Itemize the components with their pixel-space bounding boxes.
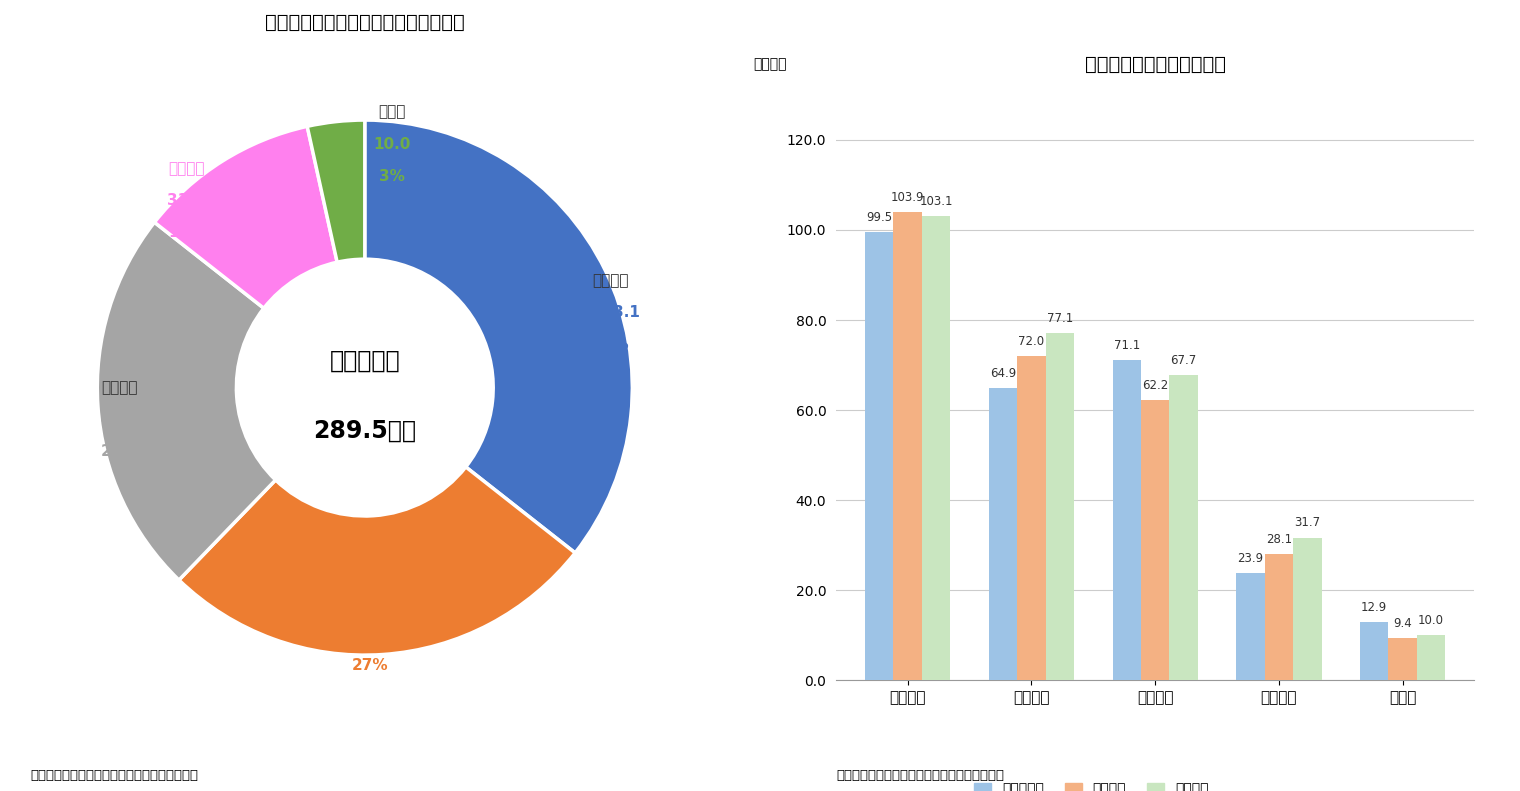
Wedge shape (155, 127, 337, 308)
Text: 103.1: 103.1 (593, 305, 640, 320)
Text: 10.0: 10.0 (1418, 614, 1444, 627)
Text: 36%: 36% (593, 337, 629, 352)
Text: 77.1: 77.1 (351, 626, 389, 642)
Bar (894, 213, 923, 680)
Text: 71.1: 71.1 (1114, 339, 1140, 352)
Text: 3%: 3% (378, 168, 404, 184)
Text: 商業施設: 商業施設 (100, 380, 137, 395)
Bar (1265, 554, 1294, 680)
Bar (1113, 360, 1142, 680)
Text: （出所）ニッセイ基礎研究所・価値総合研究所: （出所）ニッセイ基礎研究所・価値総合研究所 (836, 769, 1005, 782)
Bar (1417, 635, 1446, 680)
Text: 62.2: 62.2 (1142, 379, 1169, 392)
Text: （兆円）: （兆円） (752, 58, 786, 71)
Text: 31.7: 31.7 (167, 193, 204, 208)
Text: 23.9: 23.9 (1237, 551, 1263, 565)
Bar (1360, 623, 1388, 680)
Text: 11%: 11% (169, 225, 204, 240)
Title: 前回、前々回調査との比較: 前回、前々回調査との比較 (1085, 55, 1225, 74)
Bar (1294, 538, 1321, 680)
Text: （出所）ニッセイ基礎研究所・価値総合研究所: （出所）ニッセイ基礎研究所・価値総合研究所 (30, 769, 199, 782)
Text: オフィス: オフィス (593, 273, 629, 288)
Bar (1169, 376, 1198, 680)
Text: 12.9: 12.9 (1360, 601, 1388, 614)
Bar (1142, 400, 1169, 680)
Bar (923, 216, 950, 680)
Bar (1388, 638, 1417, 680)
Title: 「収益不動産」の資産規模（用途別）: 「収益不動産」の資産規模（用途別） (264, 13, 465, 32)
Text: 10.0: 10.0 (372, 137, 410, 152)
Text: 99.5: 99.5 (866, 211, 892, 224)
Wedge shape (97, 222, 275, 580)
Text: 72.0: 72.0 (1018, 335, 1044, 348)
Text: 23%: 23% (100, 445, 137, 460)
Text: 64.9: 64.9 (990, 367, 1015, 380)
Text: 9.4: 9.4 (1394, 617, 1412, 630)
Legend: 前々回調査, 前回調査, 今回調査: 前々回調査, 前回調査, 今回調査 (968, 777, 1214, 791)
Text: 物流施設: 物流施設 (167, 161, 204, 176)
Text: 67.7: 67.7 (100, 412, 137, 427)
Wedge shape (179, 467, 575, 655)
Text: 77.1: 77.1 (1047, 312, 1073, 325)
Text: 収益不動産: 収益不動産 (330, 349, 400, 373)
Text: 賃貸住宅: 賃貸住宅 (353, 594, 389, 609)
Bar (1236, 573, 1265, 680)
Text: 27%: 27% (351, 658, 389, 673)
Text: 67.7: 67.7 (1170, 354, 1196, 367)
Text: ホテル: ホテル (378, 104, 406, 119)
Bar (865, 233, 894, 680)
Text: 103.9: 103.9 (891, 191, 924, 204)
Text: 289.5兆円: 289.5兆円 (313, 418, 416, 442)
Bar (990, 388, 1017, 680)
Text: 31.7: 31.7 (1295, 517, 1321, 529)
Wedge shape (307, 120, 365, 262)
Bar (1046, 333, 1075, 680)
Text: 28.1: 28.1 (1266, 532, 1292, 546)
Wedge shape (365, 120, 632, 553)
Bar (1017, 356, 1046, 680)
Text: 103.1: 103.1 (920, 195, 953, 208)
